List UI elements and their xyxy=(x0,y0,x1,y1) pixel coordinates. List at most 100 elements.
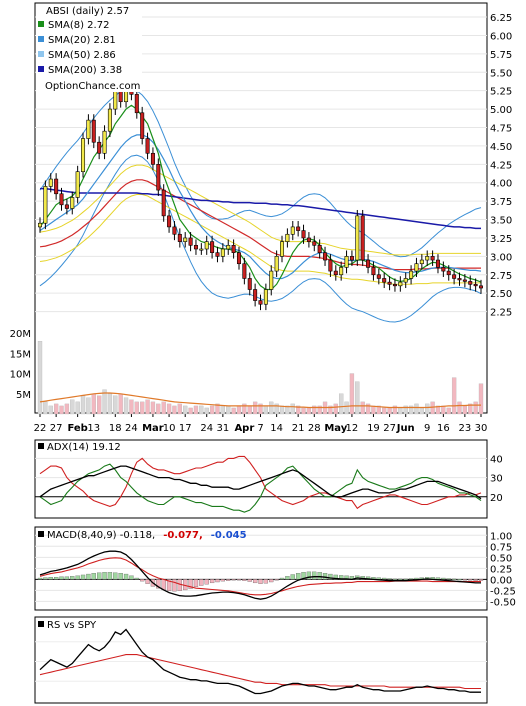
rs-panel-frame xyxy=(34,616,488,704)
volume-bar xyxy=(48,405,53,415)
macd-histogram-bar xyxy=(247,579,252,582)
legend-swatch-sma20 xyxy=(38,36,44,42)
volume-bar xyxy=(252,401,258,415)
macd-histogram-bar xyxy=(172,579,177,592)
volume-bar xyxy=(166,403,172,415)
macd-histogram-bar xyxy=(37,577,43,580)
macd-histogram-bar xyxy=(462,579,468,581)
legend-sma20: SMA(20) 2.81 xyxy=(48,35,116,46)
candle-body xyxy=(220,248,225,257)
candle-body xyxy=(167,215,172,228)
volume-bar xyxy=(349,373,355,415)
legend-swatch-sma50 xyxy=(38,51,44,57)
volume-bar xyxy=(446,407,451,415)
macd-tick-label: 1.00 xyxy=(490,531,512,542)
candle-body xyxy=(54,178,59,195)
candle-body xyxy=(306,237,311,242)
macd-histogram-bar xyxy=(236,579,242,581)
macd-histogram-bar xyxy=(382,577,387,580)
price-tick-label: 3.00 xyxy=(490,252,512,263)
macd-histogram-bar xyxy=(97,572,102,580)
candle-body xyxy=(366,259,371,268)
candle-body xyxy=(317,245,322,253)
candle-body xyxy=(328,259,333,272)
volume-bar xyxy=(365,403,371,415)
candle-body xyxy=(236,252,241,265)
volume-bar xyxy=(263,405,269,415)
macd-histogram-bar xyxy=(188,579,193,589)
candle-body xyxy=(253,289,258,301)
macd-tick-label: -0.50 xyxy=(490,597,516,608)
macd-tick-label: 0.00 xyxy=(490,575,512,586)
x-tick-label: 19 xyxy=(367,423,380,434)
volume-bar xyxy=(91,393,96,415)
candle-body xyxy=(419,259,424,265)
candle-body xyxy=(409,270,414,279)
macd-tick-label: -0.25 xyxy=(490,586,516,597)
macd-histogram-bar xyxy=(80,574,86,580)
volume-bar xyxy=(435,405,441,415)
macd-histogram-bar xyxy=(403,578,408,580)
macd-histogram-bar xyxy=(91,573,96,580)
candle-body xyxy=(75,171,80,198)
macd-histogram-bar xyxy=(113,572,118,580)
macd-histogram-bar xyxy=(322,573,328,580)
price-tick-label: 5.25 xyxy=(490,87,512,98)
legend-sma8: SMA(8) 2.72 xyxy=(48,20,109,31)
volume-bar xyxy=(145,399,150,415)
x-tick-label: Feb xyxy=(67,423,87,434)
candle-body xyxy=(81,138,86,172)
volume-bar xyxy=(333,403,338,415)
volume-bar xyxy=(43,401,48,415)
volume-tick-label: 10M xyxy=(10,370,31,381)
rs-average-line xyxy=(39,654,481,690)
volume-bar xyxy=(441,405,446,415)
macd-histogram-bar xyxy=(457,579,462,581)
macd-histogram-bar xyxy=(441,577,446,580)
volume-bar xyxy=(344,401,349,415)
macd-histogram-bar xyxy=(215,579,220,583)
candle-body xyxy=(446,270,451,276)
adx-legend-swatch xyxy=(38,443,44,449)
volume-bar xyxy=(387,407,392,415)
volume-bar xyxy=(220,405,226,415)
macd-histogram-bar xyxy=(118,573,123,580)
macd-value-1: MACD(8,40,9) -0.118, xyxy=(47,530,155,541)
candle-body xyxy=(102,130,107,154)
macd-histogram-bar xyxy=(145,579,150,584)
volume-bar xyxy=(86,397,91,415)
candle-body xyxy=(457,278,462,281)
price-tick-label: 3.75 xyxy=(490,197,512,208)
macd-histogram-bar xyxy=(64,576,70,580)
macd-value-2: -0.077, xyxy=(163,530,203,541)
adx-panel-frame xyxy=(34,439,488,519)
candle-body xyxy=(156,164,161,191)
macd-histogram-bar xyxy=(43,577,48,580)
candle-body xyxy=(392,284,397,287)
candle-body xyxy=(242,263,247,279)
macd-histogram-bar xyxy=(279,577,285,580)
volume-bar xyxy=(193,405,199,415)
macd-histogram-bar xyxy=(301,572,306,580)
volume-bar xyxy=(376,405,381,415)
candle-body xyxy=(210,241,215,253)
macd-histogram-bar xyxy=(53,577,59,580)
candle-body xyxy=(371,267,376,276)
volume-bar xyxy=(306,407,312,415)
volume-bar xyxy=(414,403,419,415)
volume-bar xyxy=(177,403,182,415)
legend-sma200: SMA(200) 3.38 xyxy=(48,65,122,76)
volume-bar xyxy=(188,407,193,415)
x-tick-label: May xyxy=(324,423,347,434)
x-tick-label: 22 xyxy=(34,423,47,434)
x-tick-label: 12 xyxy=(346,423,359,434)
volume-bar xyxy=(70,399,75,415)
candle-body xyxy=(97,141,102,154)
candle-body xyxy=(360,215,365,261)
x-tick-label: Jun xyxy=(396,423,415,434)
volume-bar xyxy=(382,407,387,415)
macd-histogram-bar xyxy=(408,578,414,580)
macd-tick-label: 0.25 xyxy=(490,564,512,575)
volume-bar xyxy=(285,405,290,415)
